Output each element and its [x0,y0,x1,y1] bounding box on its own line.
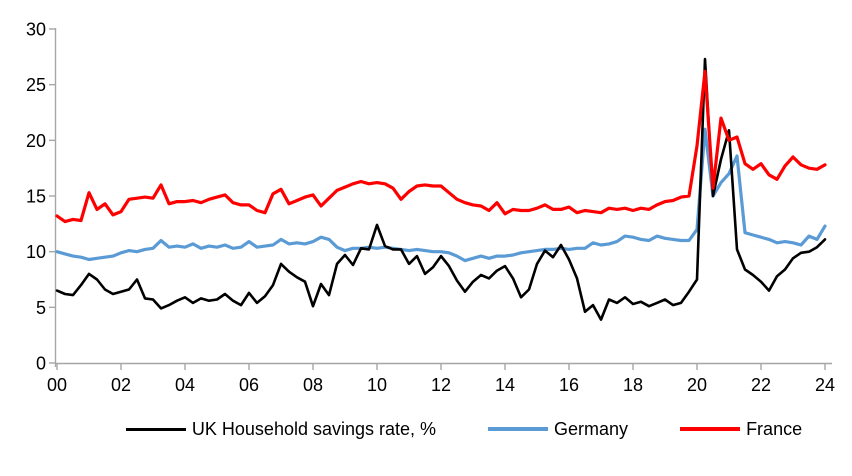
x-axis-tick-label: 20 [687,375,707,395]
y-axis-tick-label: 15 [26,187,46,207]
x-axis-tick-label: 04 [175,375,195,395]
series-line-germany [55,127,827,263]
chart-plot-area: 0 5 10 15 20 25 30 00 02 04 06 08 10 12 14 16 18 20 22 24 [26,20,835,396]
y-axis-tick-label: 5 [36,298,46,318]
x-axis-tick-label: 24 [815,375,835,395]
france-legend-label: France [746,419,803,439]
y-axis-tick-label: 0 [36,354,46,374]
y-axis-tick-label: 25 [26,75,46,95]
y-axis-tick-label: 30 [26,20,46,40]
x-axis-tick-label: 02 [111,375,131,395]
x-axis-tick-label: 14 [495,375,515,395]
legend-item-germany: Germany [488,420,628,438]
legend-item-uk: UK Household savings rate, % [125,419,437,439]
x-axis-tick-label: 12 [431,375,451,395]
france-line-swatch [680,427,741,431]
legend-item-france: France [680,420,802,438]
y-axis-tick-label: 10 [26,242,46,262]
x-axis-tick-label: 18 [623,375,643,395]
series-line-uk [55,57,827,321]
x-axis-tick-label: 10 [367,375,387,395]
series-line-france [55,69,827,224]
chart-legend: UK Household savings rate, % Germany Fra… [38,420,852,438]
uk-line-swatch [125,427,186,431]
x-axis-tick-label: 08 [303,375,323,395]
germany-line-swatch [488,427,549,431]
x-axis-tick-label: 06 [239,375,259,395]
uk-legend-label: UK Household savings rate, % [191,419,437,439]
x-axis-tick-label: 00 [47,375,67,395]
y-axis-tick-label: 20 [26,131,46,151]
germany-legend-label: Germany [554,419,629,439]
x-axis-tick-label: 22 [751,375,771,395]
x-axis-tick-label: 16 [559,375,579,395]
